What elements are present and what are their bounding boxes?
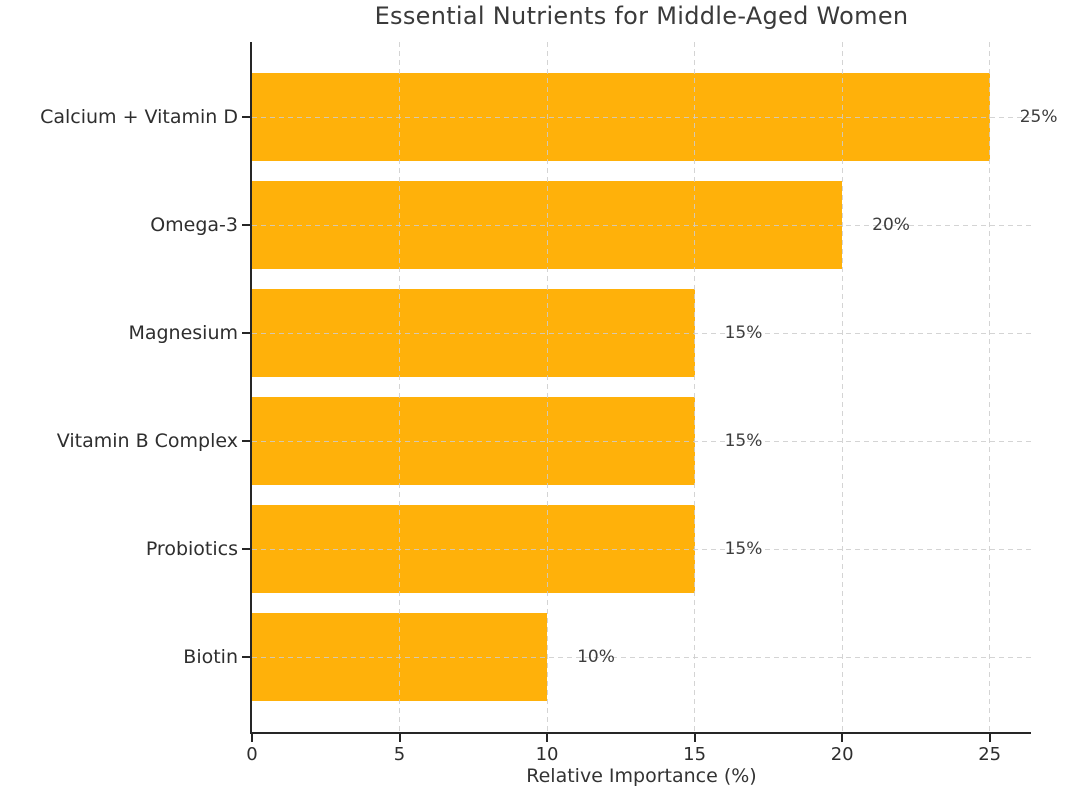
x-tick-label: 15 xyxy=(683,744,707,765)
y-tick-label: Vitamin B Complex xyxy=(56,430,238,452)
x-tick xyxy=(988,734,991,742)
v-gridline xyxy=(399,42,401,732)
x-tick xyxy=(841,734,844,742)
y-tick-label: Probiotics xyxy=(145,538,238,560)
y-axis-spine xyxy=(250,42,252,734)
x-tick xyxy=(251,734,253,742)
x-tick-label: 5 xyxy=(393,744,406,765)
bar-value-label: 10% xyxy=(577,647,615,667)
h-gridline xyxy=(252,332,1031,334)
x-tick-label: 25 xyxy=(978,744,1002,765)
x-axis-label: Relative Importance (%) xyxy=(526,765,757,787)
x-tick-label: 0 xyxy=(246,744,258,765)
x-tick xyxy=(693,734,696,742)
h-gridline xyxy=(252,224,1031,226)
y-tick-label: Calcium + Vitamin D xyxy=(40,106,238,128)
v-gridline xyxy=(694,42,696,732)
y-tick-label: Omega-3 xyxy=(150,214,238,236)
y-tick xyxy=(242,116,250,118)
h-gridline xyxy=(252,440,1031,442)
y-tick xyxy=(242,224,250,226)
h-gridline xyxy=(252,548,1031,550)
bar-value-label: 15% xyxy=(724,431,763,451)
y-tick-label: Magnesium xyxy=(128,322,238,344)
bar-value-label: 20% xyxy=(872,215,910,235)
v-gridline xyxy=(989,42,991,732)
y-tick xyxy=(242,440,250,442)
v-gridline xyxy=(546,42,548,732)
x-axis-spine xyxy=(250,732,1031,734)
y-tick xyxy=(242,332,250,334)
y-tick xyxy=(242,548,250,550)
y-tick-label: Biotin xyxy=(183,646,238,668)
bar-value-label: 25% xyxy=(1019,107,1058,127)
h-gridline xyxy=(252,656,1031,658)
x-tick-label: 20 xyxy=(830,744,854,765)
bar-value-label: 15% xyxy=(724,539,763,559)
x-tick xyxy=(398,734,401,742)
x-tick-label: 10 xyxy=(535,744,559,765)
x-tick xyxy=(546,734,549,742)
chart-title: Essential Nutrients for Middle-Aged Wome… xyxy=(374,2,909,30)
y-tick xyxy=(242,656,250,658)
v-gridline xyxy=(841,42,843,732)
bar-value-label: 15% xyxy=(724,323,763,343)
h-gridline xyxy=(252,116,1031,118)
